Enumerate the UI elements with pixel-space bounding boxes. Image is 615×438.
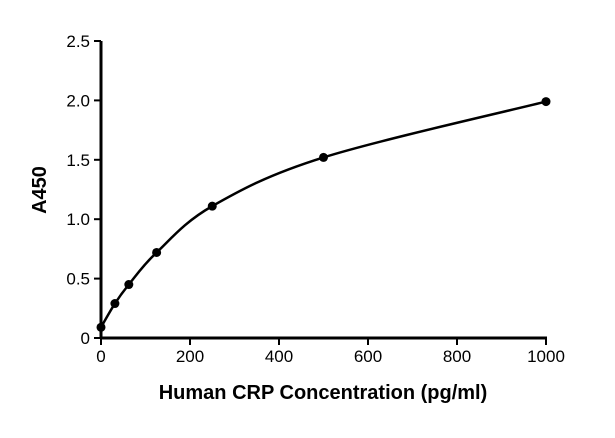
x-axis-label: Human CRP Concentration (pg/ml) xyxy=(159,382,488,404)
y-tick-label: 1.5 xyxy=(66,151,90,170)
y-axis-label: A450 xyxy=(29,166,51,214)
data-point xyxy=(110,299,120,309)
y-tick-label: 0 xyxy=(81,329,90,348)
y-tick-label: 2.5 xyxy=(66,32,90,51)
x-tick-label: 400 xyxy=(265,347,293,366)
data-point xyxy=(319,152,328,162)
y-tick-label: 2.0 xyxy=(66,91,90,110)
y-tick-label: 0.5 xyxy=(66,270,90,289)
data-point xyxy=(541,97,551,107)
data-point xyxy=(96,322,106,332)
data-point xyxy=(124,280,134,290)
data-point xyxy=(207,201,217,211)
x-tick-label: 0 xyxy=(96,347,105,366)
x-tick-label: 1000 xyxy=(527,347,565,366)
y-tick-label: 1.0 xyxy=(66,210,90,229)
fit-curve xyxy=(99,100,547,328)
x-tick-label: 200 xyxy=(176,347,204,366)
x-tick-label: 600 xyxy=(354,347,382,366)
data-point xyxy=(152,247,162,257)
x-tick-label: 800 xyxy=(443,347,471,366)
